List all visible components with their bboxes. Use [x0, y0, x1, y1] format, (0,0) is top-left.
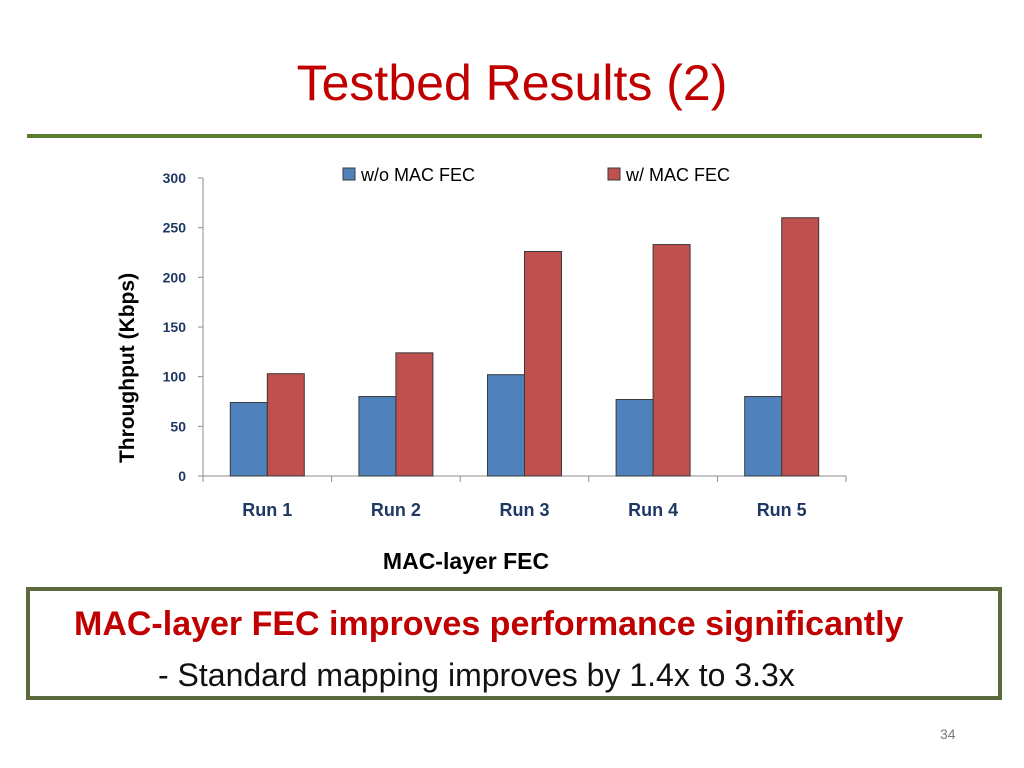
y-axis-label: Throughput (Kbps)	[116, 273, 139, 463]
bar-with-fec	[395, 352, 434, 477]
legend-swatch	[607, 167, 621, 181]
y-tick-label: 100	[163, 369, 187, 385]
bars	[229, 217, 820, 477]
y-tick-label: 50	[170, 418, 186, 434]
x-category-label: Run 2	[371, 500, 421, 520]
x-axis-label: MAC-layer FEC	[383, 548, 549, 574]
y-tick-label: 300	[163, 170, 187, 186]
callout-headline: MAC-layer FEC improves performance signi…	[74, 605, 904, 643]
y-tick-label: 0	[178, 468, 186, 484]
callout-detail: - Standard mapping improves by 1.4x to 3…	[158, 657, 795, 693]
slide-title: Testbed Results (2)	[296, 55, 728, 111]
y-axis: 0 50 100 150 200 250 300	[163, 170, 204, 484]
bar-with-fec	[524, 251, 562, 477]
x-category-label: Run 1	[242, 500, 292, 520]
bar-with-fec	[781, 217, 820, 477]
conclusion-callout: MAC-layer FEC improves performance signi…	[26, 587, 1002, 700]
x-category-label: Run 5	[757, 500, 807, 520]
bar-without-fec	[744, 396, 783, 477]
bar-with-fec	[266, 373, 305, 477]
legend-label: w/o MAC FEC	[360, 165, 475, 185]
y-tick-label: 150	[163, 319, 187, 335]
legend: w/o MAC FEC w/ MAC FEC	[342, 165, 730, 185]
legend-label: w/ MAC FEC	[625, 165, 730, 185]
x-category-label: Run 3	[499, 500, 549, 520]
bar-with-fec	[652, 244, 691, 477]
bar-without-fec	[487, 374, 525, 477]
bar-without-fec	[615, 399, 654, 477]
y-tick-label: 250	[163, 220, 187, 236]
y-tick-label: 200	[163, 269, 187, 285]
title-divider	[27, 134, 982, 138]
x-axis: Run 1 Run 2 Run 3 Run 4 Run 5	[202, 475, 847, 520]
bar-without-fec	[358, 396, 397, 477]
bar-without-fec	[229, 401, 268, 477]
slide-number: 34	[940, 726, 956, 742]
legend-swatch	[342, 167, 356, 181]
x-category-label: Run 4	[628, 500, 678, 520]
